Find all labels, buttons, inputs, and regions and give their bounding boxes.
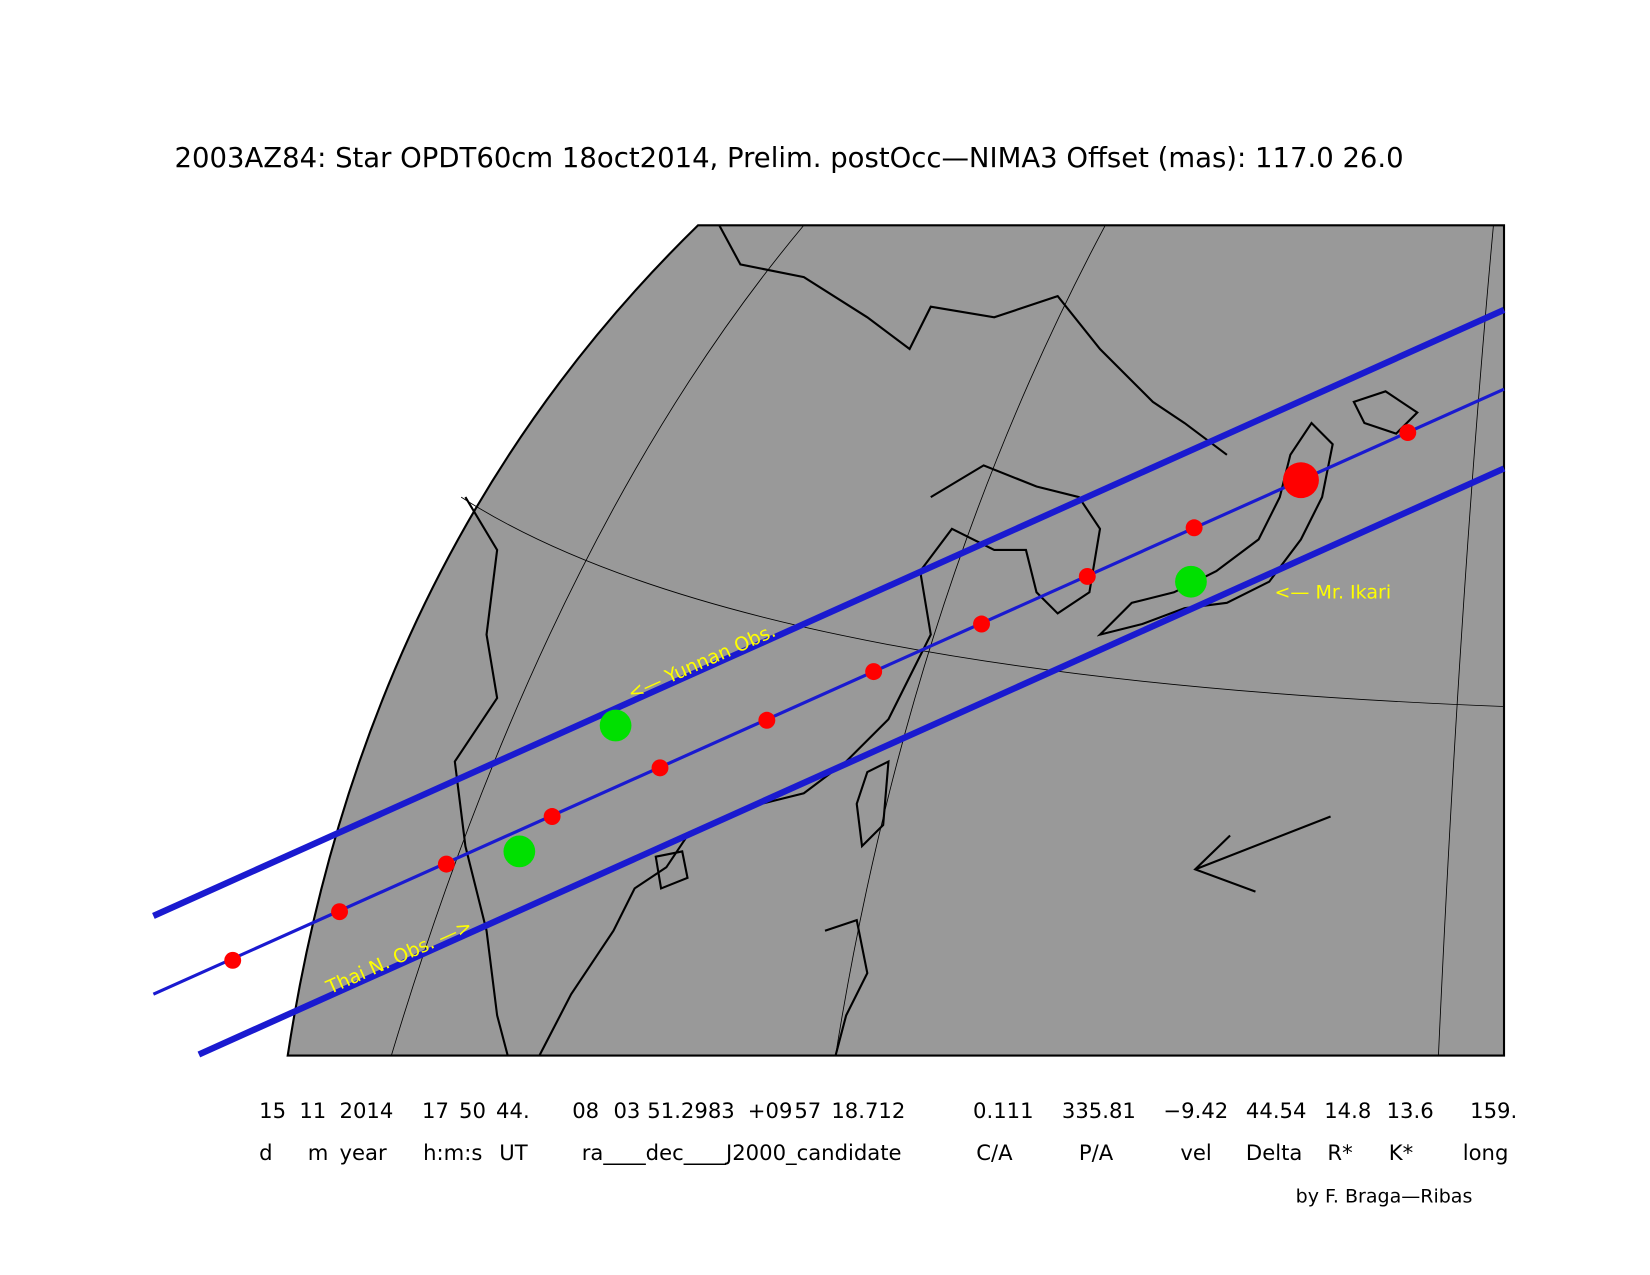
footer-value: 159. bbox=[1470, 1098, 1517, 1123]
footer-value: 44. bbox=[496, 1098, 530, 1123]
arrow-shaft bbox=[1194, 815, 1331, 871]
footer-label: K* bbox=[1389, 1140, 1413, 1165]
footer-value: 0.111 bbox=[973, 1098, 1034, 1123]
time-marker bbox=[331, 903, 348, 921]
footer-value: 50 bbox=[459, 1098, 486, 1123]
footer-label: R* bbox=[1327, 1140, 1352, 1165]
longitude-line bbox=[390, 225, 805, 1056]
markers bbox=[224, 424, 1417, 969]
footer-value: −9.42 bbox=[1163, 1098, 1228, 1123]
time-marker bbox=[758, 711, 776, 729]
graticule bbox=[390, 225, 1505, 1056]
coastline bbox=[654, 850, 689, 890]
centerline bbox=[152, 387, 1505, 996]
time-marker bbox=[973, 615, 990, 633]
time-marker bbox=[543, 808, 561, 825]
footer-label: long bbox=[1463, 1140, 1509, 1165]
footer-label: C/A bbox=[976, 1140, 1013, 1165]
footer-value: 13.6 bbox=[1387, 1098, 1434, 1123]
shadow-limit bbox=[197, 465, 1506, 1058]
longitude-line bbox=[1438, 225, 1494, 1056]
footer-label: Delta bbox=[1246, 1140, 1302, 1165]
title: 2003AZ84: Star OPDT60cm 18oct2014, Preli… bbox=[175, 142, 1404, 174]
footer-label: ra____dec____J2000_candidate bbox=[582, 1140, 902, 1166]
footer-value: 335.81 bbox=[1062, 1098, 1136, 1123]
footer-value: 17 bbox=[422, 1098, 449, 1123]
footer-value: 57 bbox=[794, 1098, 821, 1123]
latitude-line bbox=[460, 496, 1505, 707]
time-marker bbox=[1185, 519, 1203, 537]
shadow-limit bbox=[152, 306, 1506, 919]
coastline bbox=[453, 496, 509, 1056]
time-marker bbox=[1399, 424, 1417, 442]
footer-value: 03 bbox=[613, 1098, 640, 1123]
observer-site bbox=[503, 835, 536, 868]
footer-value: 18.712 bbox=[831, 1098, 905, 1123]
closest-approach-marker bbox=[1282, 462, 1319, 499]
footer-value: 51.2983 bbox=[647, 1098, 734, 1123]
footer-label: year bbox=[340, 1140, 387, 1165]
coastline bbox=[1352, 390, 1419, 435]
footer-value: 44.54 bbox=[1246, 1098, 1307, 1123]
coastline bbox=[824, 918, 869, 1056]
annotation: <— Mr. Ikari bbox=[1275, 582, 1392, 604]
arrow-head bbox=[1193, 834, 1256, 893]
coastline bbox=[855, 759, 890, 849]
footer-value: 15 bbox=[259, 1098, 286, 1123]
footer-label: UT bbox=[499, 1140, 527, 1165]
footer-value: 08 bbox=[572, 1098, 599, 1123]
footer-label: h:m:s bbox=[423, 1140, 482, 1165]
time-marker bbox=[224, 951, 242, 969]
footer-label: m bbox=[308, 1140, 329, 1165]
footer-value: 14.8 bbox=[1324, 1098, 1371, 1123]
footer-value: 11 bbox=[299, 1098, 326, 1123]
motion-arrow bbox=[1193, 815, 1331, 893]
footer-value: +09 bbox=[748, 1098, 793, 1123]
footer: 15 11 2014 17 50 44. 08 03 51.2983 +09 57 18.712 0.1… bbox=[259, 1098, 1517, 1208]
time-marker bbox=[1078, 567, 1096, 585]
footer-label: d bbox=[259, 1140, 272, 1165]
observer-site bbox=[599, 709, 632, 742]
time-marker bbox=[651, 759, 669, 777]
footer-label: vel bbox=[1180, 1140, 1211, 1165]
earth-disk bbox=[286, 224, 1506, 1057]
shadow-path bbox=[152, 306, 1506, 1058]
observer-site bbox=[1175, 565, 1207, 598]
time-marker bbox=[865, 663, 883, 681]
longitude-line bbox=[835, 225, 1106, 1056]
time-marker bbox=[437, 855, 455, 873]
coastline bbox=[538, 464, 1102, 1057]
credit: by F. Braga—Ribas bbox=[1296, 1186, 1473, 1208]
footer-value: 2014 bbox=[340, 1098, 394, 1123]
coastlines bbox=[453, 224, 1419, 1057]
coastline bbox=[718, 224, 1228, 456]
footer-label: P/A bbox=[1079, 1140, 1114, 1165]
